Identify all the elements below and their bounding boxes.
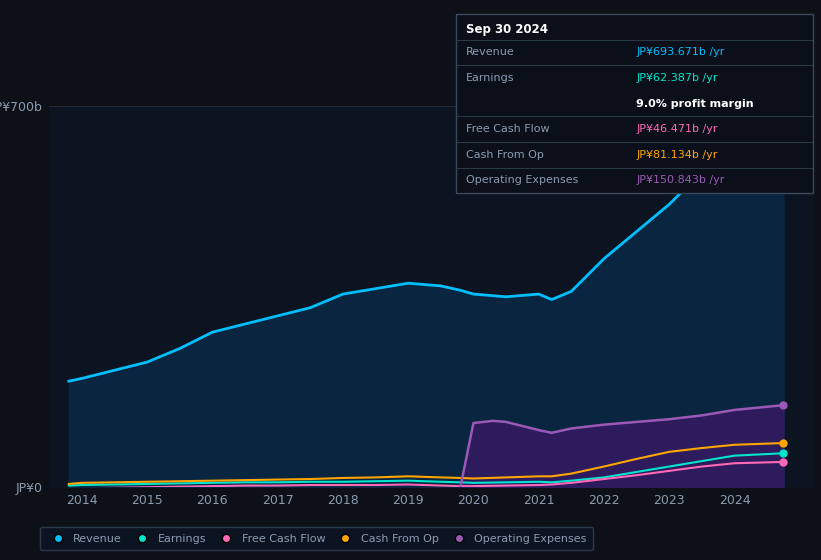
Text: JP¥81.134b /yr: JP¥81.134b /yr [636, 150, 718, 160]
Text: Revenue: Revenue [466, 48, 514, 58]
Text: Cash From Op: Cash From Op [466, 150, 544, 160]
Text: JP¥46.471b /yr: JP¥46.471b /yr [636, 124, 718, 134]
Text: JP¥693.671b /yr: JP¥693.671b /yr [636, 48, 725, 58]
Text: JP¥62.387b /yr: JP¥62.387b /yr [636, 73, 718, 83]
Text: JP¥150.843b /yr: JP¥150.843b /yr [636, 175, 725, 185]
Legend: Revenue, Earnings, Free Cash Flow, Cash From Op, Operating Expenses: Revenue, Earnings, Free Cash Flow, Cash … [40, 527, 593, 550]
Text: Earnings: Earnings [466, 73, 514, 83]
Text: 9.0% profit margin: 9.0% profit margin [636, 99, 754, 109]
Text: Operating Expenses: Operating Expenses [466, 175, 578, 185]
Text: Free Cash Flow: Free Cash Flow [466, 124, 549, 134]
Text: Sep 30 2024: Sep 30 2024 [466, 23, 548, 36]
